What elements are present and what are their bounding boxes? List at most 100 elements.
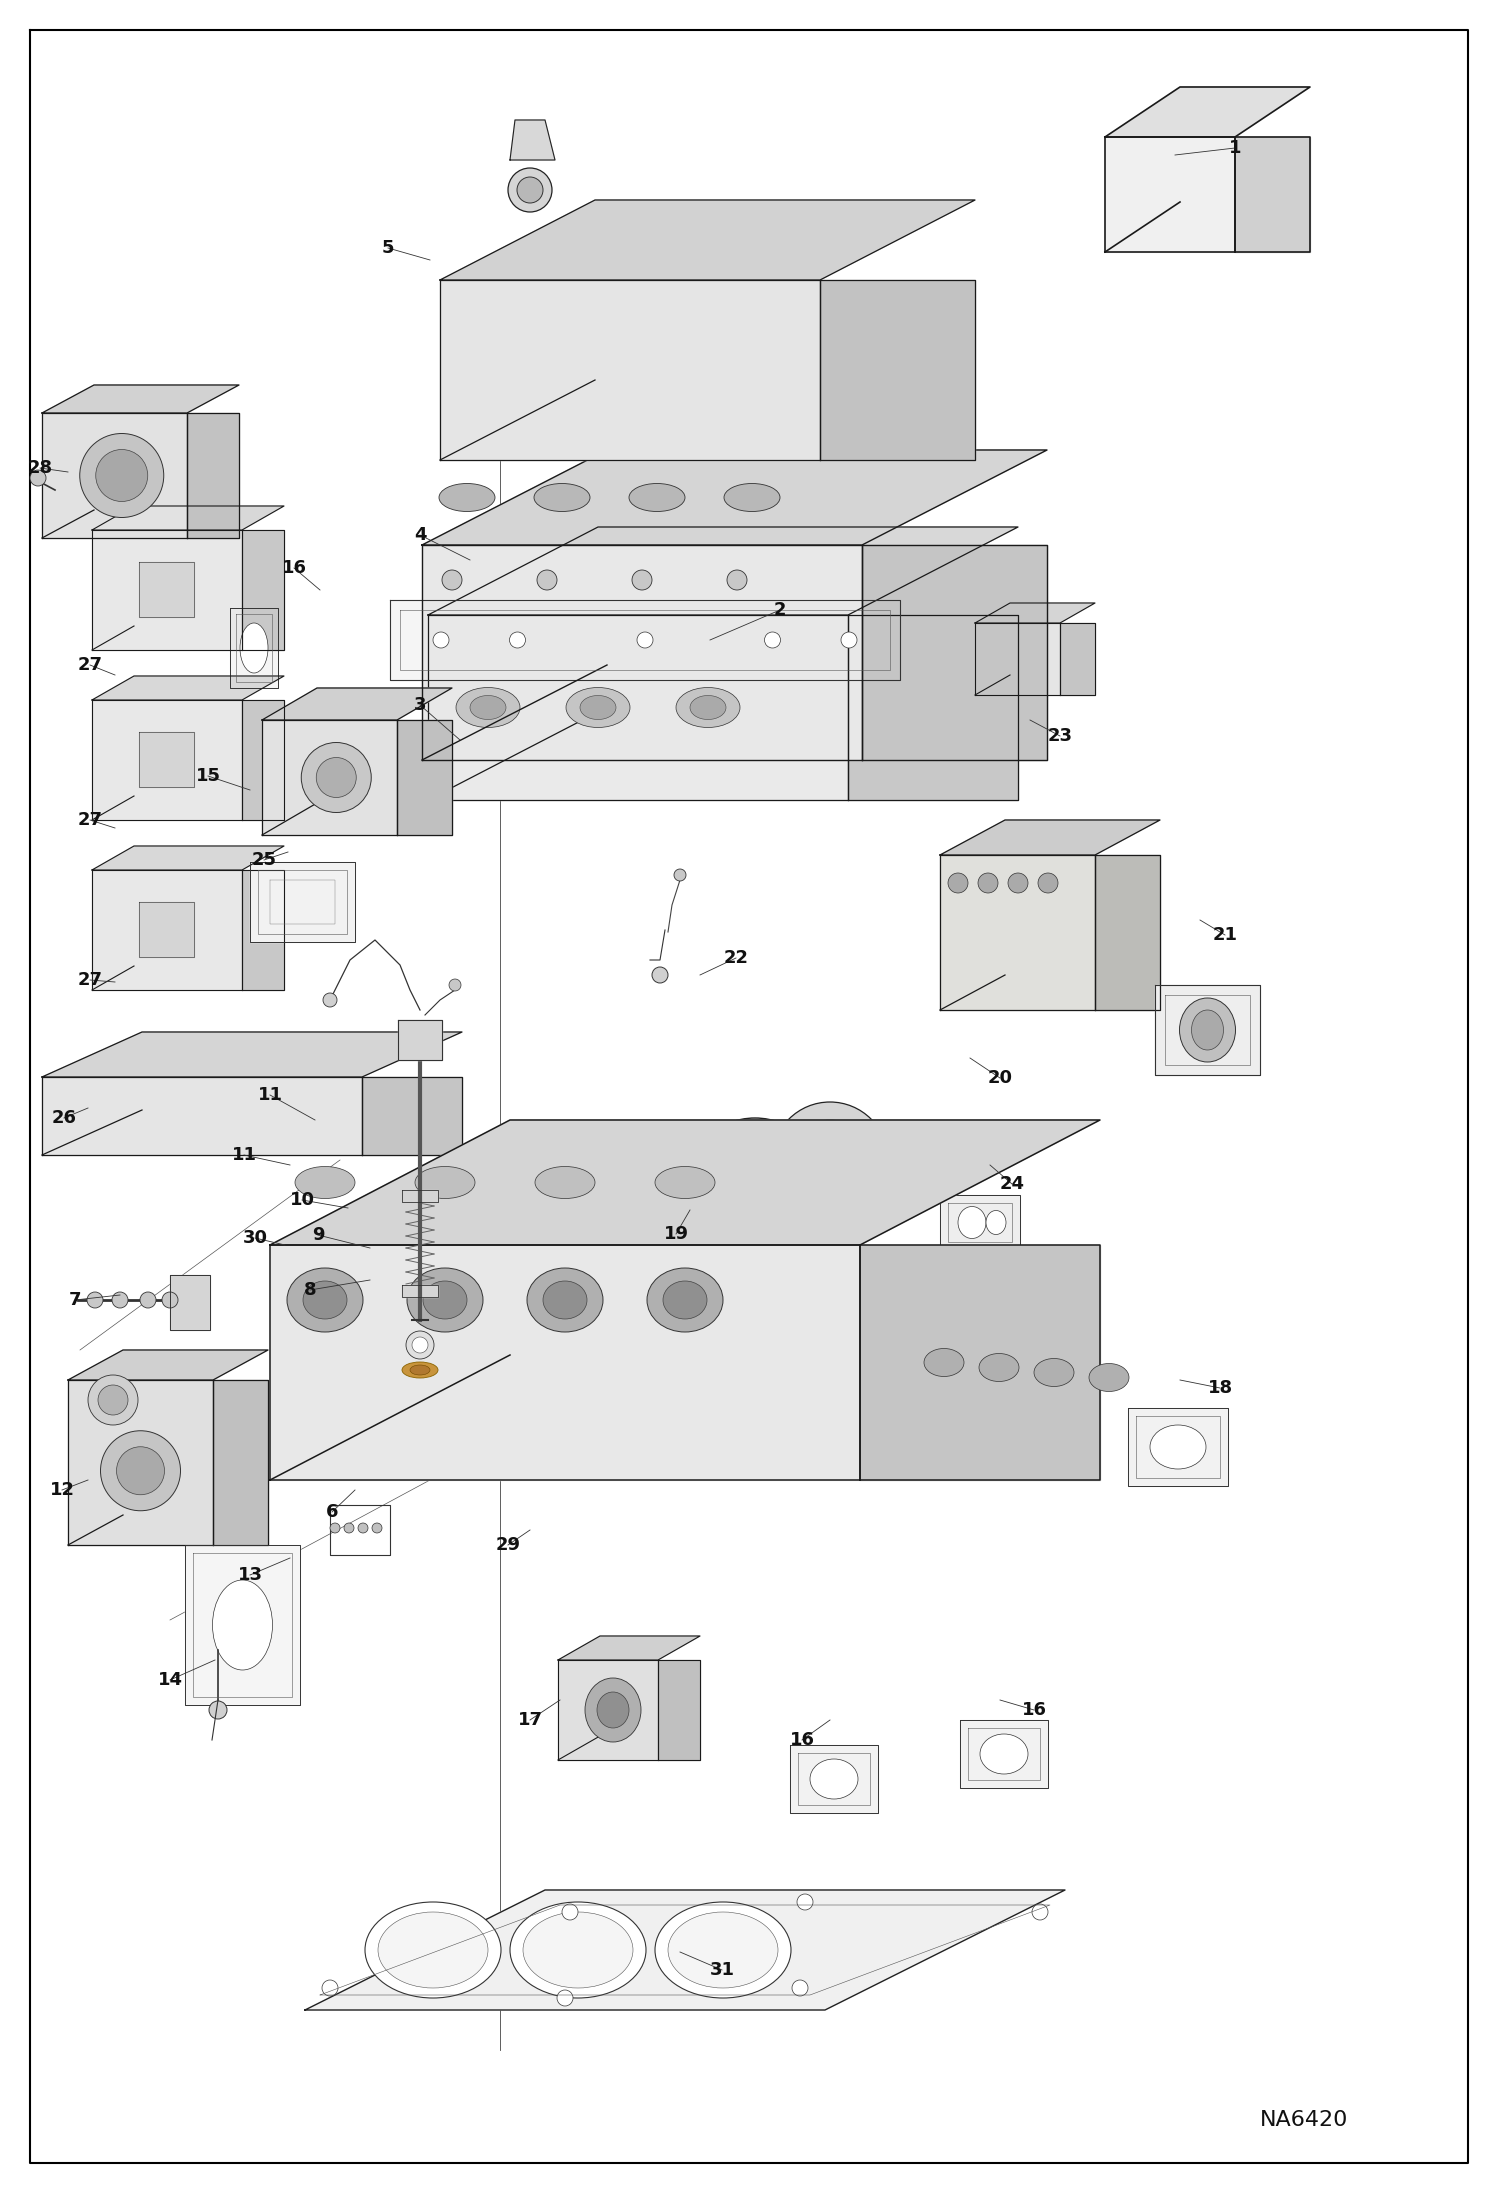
Polygon shape [428,614,848,800]
Circle shape [442,570,461,590]
Polygon shape [306,1890,1065,2011]
Circle shape [797,1895,813,1910]
Polygon shape [262,719,397,836]
Polygon shape [941,820,1159,855]
Ellipse shape [401,1362,437,1377]
Circle shape [345,1522,354,1533]
Ellipse shape [668,1912,777,1989]
Polygon shape [231,607,279,689]
Text: 3: 3 [413,695,427,715]
Circle shape [324,993,337,1007]
Circle shape [30,469,46,487]
Circle shape [727,570,748,590]
Text: 29: 29 [496,1535,520,1555]
Polygon shape [401,1191,437,1202]
Ellipse shape [422,1281,467,1318]
Polygon shape [509,121,554,160]
Circle shape [210,1702,228,1719]
Ellipse shape [377,1912,488,1989]
Ellipse shape [470,695,506,719]
Polygon shape [187,412,240,537]
Text: 7: 7 [69,1292,81,1309]
Circle shape [330,1522,340,1533]
Polygon shape [440,200,975,281]
Circle shape [117,1447,165,1496]
Polygon shape [1155,985,1260,1075]
Polygon shape [398,1020,442,1059]
Text: 27: 27 [78,811,102,829]
Ellipse shape [598,1693,629,1728]
Text: 1: 1 [1228,138,1242,158]
Circle shape [674,868,686,882]
Circle shape [709,1143,801,1237]
Circle shape [771,1103,888,1217]
Polygon shape [397,719,452,836]
Ellipse shape [580,695,616,719]
Ellipse shape [1191,1011,1224,1050]
Polygon shape [941,1195,1020,1250]
Circle shape [683,1118,827,1261]
Text: NA6420: NA6420 [1260,2110,1348,2129]
Circle shape [301,743,372,811]
Polygon shape [42,1077,363,1156]
Polygon shape [213,1379,268,1546]
Text: 23: 23 [1047,728,1073,746]
Polygon shape [557,1660,658,1761]
Polygon shape [422,546,861,761]
Text: 19: 19 [664,1226,689,1243]
Circle shape [643,1156,694,1204]
Circle shape [1008,873,1028,893]
Polygon shape [270,1246,860,1480]
Ellipse shape [1150,1425,1206,1469]
Ellipse shape [295,1167,355,1200]
Circle shape [517,178,542,204]
Ellipse shape [676,686,740,728]
Ellipse shape [691,695,727,719]
Circle shape [792,1980,807,1996]
Ellipse shape [509,1901,646,1998]
Polygon shape [250,862,355,943]
Circle shape [96,450,148,502]
Ellipse shape [535,1167,595,1200]
Circle shape [316,757,357,798]
Text: 22: 22 [724,950,749,967]
Circle shape [978,873,998,893]
Polygon shape [640,1136,695,1226]
Polygon shape [243,871,285,989]
Polygon shape [428,526,1019,614]
Text: 11: 11 [232,1147,256,1164]
Text: 21: 21 [1212,925,1237,943]
Circle shape [433,632,449,647]
Ellipse shape [240,623,268,673]
Text: 27: 27 [78,971,102,989]
Text: 6: 6 [325,1502,339,1522]
Ellipse shape [366,1901,500,1998]
Ellipse shape [439,482,494,511]
Text: 31: 31 [710,1961,734,1978]
Text: 26: 26 [51,1110,76,1127]
Polygon shape [139,561,195,616]
Circle shape [509,632,526,647]
Ellipse shape [542,1281,587,1318]
Text: 30: 30 [243,1228,268,1248]
Text: 15: 15 [196,768,220,785]
Text: 20: 20 [987,1068,1013,1088]
Ellipse shape [455,686,520,728]
Ellipse shape [980,1353,1019,1382]
Circle shape [637,632,653,647]
Polygon shape [819,281,975,461]
Ellipse shape [415,1167,475,1200]
Polygon shape [270,1121,1100,1246]
Polygon shape [91,846,285,871]
Polygon shape [91,700,243,820]
Polygon shape [789,1746,878,1814]
Circle shape [730,1164,780,1215]
Polygon shape [243,531,285,649]
Circle shape [1032,1904,1049,1921]
Circle shape [358,1522,369,1533]
Text: 10: 10 [289,1191,315,1208]
Ellipse shape [288,1268,363,1331]
Circle shape [97,1386,127,1414]
Polygon shape [91,871,243,989]
Circle shape [412,1338,428,1353]
